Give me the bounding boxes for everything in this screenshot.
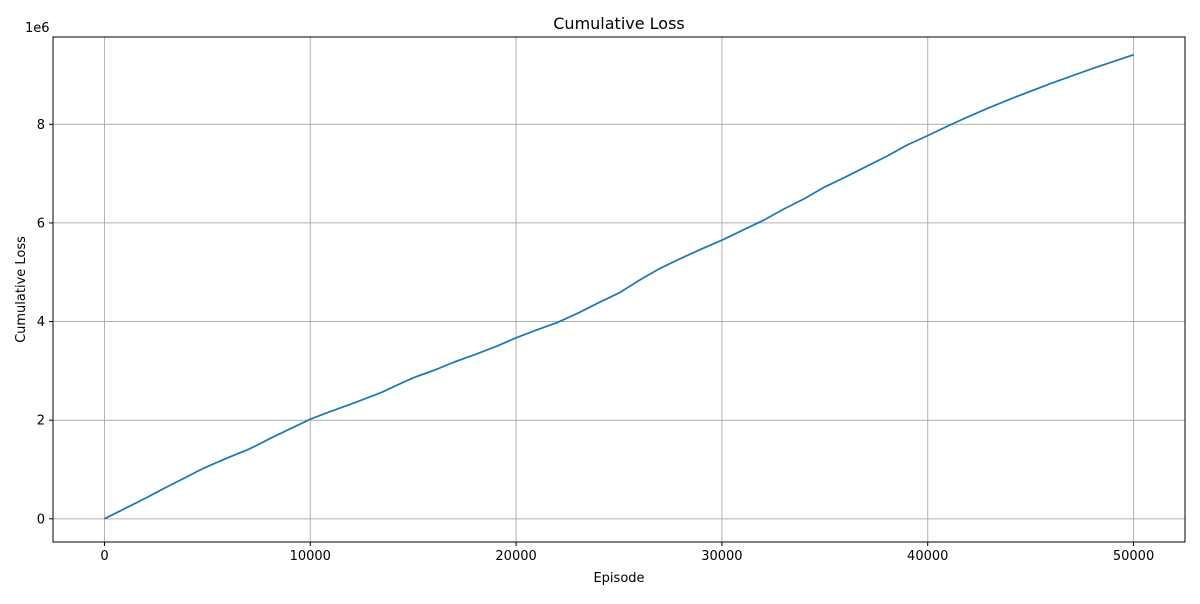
y-tick-label: 4 bbox=[37, 315, 45, 330]
chart-title: Cumulative Loss bbox=[553, 14, 685, 33]
y-tick-label: 6 bbox=[37, 216, 45, 231]
y-axis-label: Cumulative Loss bbox=[14, 236, 29, 343]
x-tick-label: 40000 bbox=[907, 549, 948, 564]
y-tick-label: 0 bbox=[37, 512, 45, 527]
plot-frame bbox=[52, 36, 1186, 543]
x-tick-label: 30000 bbox=[701, 549, 742, 564]
y-axis-offset-label: 1e6 bbox=[25, 21, 50, 36]
grid-layer bbox=[53, 37, 1185, 542]
series-layer bbox=[104, 53, 1134, 520]
tick-layer: 0 10000 20000 30000 40000 50000 0 2 4 6 8 bbox=[37, 118, 1155, 564]
x-tick-label: 10000 bbox=[290, 549, 331, 564]
x-tick-label: 50000 bbox=[1113, 549, 1154, 564]
y-tick-label: 2 bbox=[37, 414, 45, 429]
series-line-0 bbox=[104, 53, 1134, 520]
x-axis-label: Episode bbox=[593, 571, 644, 586]
x-tick-label: 20000 bbox=[495, 549, 536, 564]
x-tick-label: 0 bbox=[100, 549, 108, 564]
y-tick-label: 8 bbox=[37, 118, 45, 133]
